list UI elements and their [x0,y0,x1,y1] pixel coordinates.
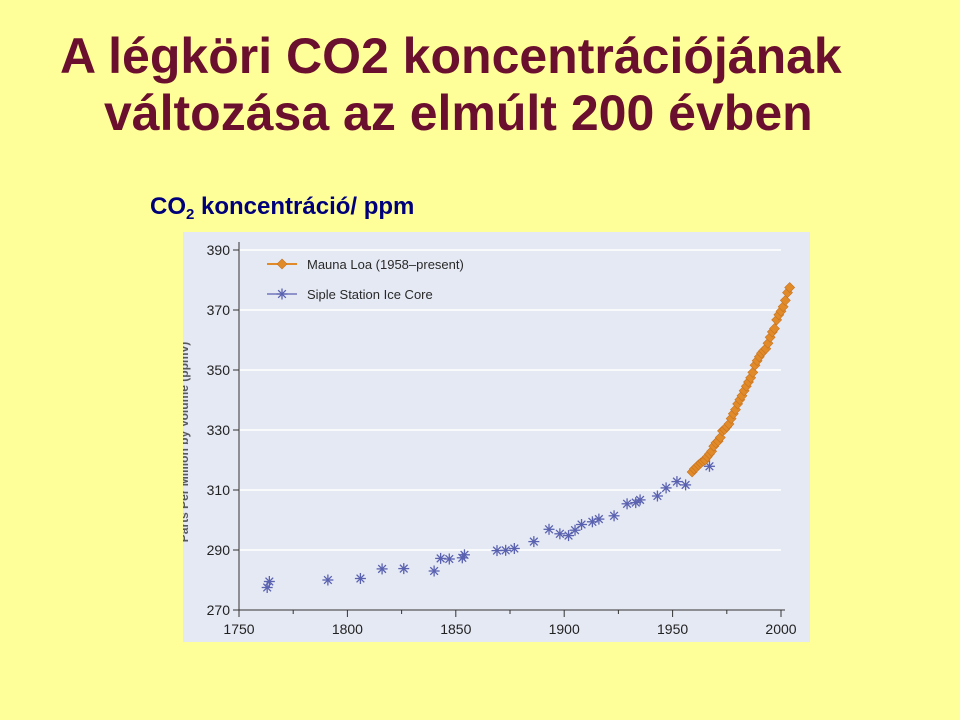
siple-point [651,490,663,502]
asterisk-stroke [577,520,586,529]
asterisk-stroke [661,483,671,493]
axis-caption-rest: koncentráció/ ppm [194,193,415,220]
x-tick-label: 1900 [549,621,580,637]
chart-ticks: 270 290 310 330 350 370 390 1750 1800 1850 1900 195… [207,242,797,637]
y-tick-label: 290 [207,542,231,558]
siple-point [660,482,672,494]
siple-point [554,528,566,540]
siple-point [435,552,447,564]
chart-axes [238,242,785,611]
asterisk-stroke [429,566,439,576]
x-tick-label: 1750 [223,621,254,637]
asterisk-stroke [399,564,409,573]
siple-point [376,563,388,575]
asterisk-stroke [555,529,565,539]
asterisk-stroke [377,564,387,574]
siple-point [500,544,512,556]
siple-point [528,536,540,548]
mauna-series [686,282,796,478]
siple-point [508,543,520,554]
y-axis-label: Parts Per Million by Volume (ppmv) [183,342,191,542]
siple-point [621,498,633,510]
asterisk-stroke [672,477,682,486]
siple-point [608,510,620,522]
siple-point [703,460,715,472]
asterisk-stroke [705,461,714,471]
axis-caption-subscript: 2 [186,206,195,223]
co2-chart: 270 290 310 330 350 370 390 1750 1800 1850 1900 195… [177,242,797,637]
asterisk-stroke [436,554,445,563]
title-line-2: változása az elmúlt 200 évben [104,85,813,141]
slide-title: A légköri CO2 koncentrációjának változás… [60,28,940,142]
title-line-1: A légköri CO2 koncentrációjának [60,28,842,84]
siple-point [563,530,575,542]
siple-point [593,513,605,525]
asterisk-stroke [356,574,365,583]
asterisk-stroke [510,544,519,553]
siple-point [263,576,275,587]
asterisk-stroke [622,499,632,509]
asterisk-stroke [635,495,645,505]
asterisk-stroke [609,511,619,521]
chart-grid [239,249,781,551]
axis-caption: CO2 koncentráció/ ppm [150,192,414,230]
chart-area: 270 290 310 330 350 370 390 1750 1800 1850 1900 195… [177,232,810,642]
siple-point [428,565,440,577]
siple-point [576,519,588,530]
legend-label-siple: Siple Station Ice Core [307,287,433,302]
asterisk-stroke [460,550,469,560]
legend-label-mauna-loa: Mauna Loa (1958–present) [307,257,464,272]
asterisk-stroke [544,524,554,534]
x-tick-label: 1800 [332,621,363,637]
asterisk-stroke [594,514,604,524]
asterisk-stroke [277,289,287,299]
siple-point [398,563,410,575]
y-tick-label: 390 [207,242,231,258]
legend-marker-siple [276,288,288,300]
asterisk-stroke [444,554,454,564]
asterisk-stroke [564,531,573,540]
asterisk-stroke [529,537,539,546]
y-tick-label: 370 [207,302,231,318]
asterisk-stroke [265,577,274,586]
legend-marker-mauna-loa [276,258,288,270]
siple-point [671,476,683,488]
siple-point [634,494,646,506]
y-tick-label: 310 [207,482,231,498]
y-tick-label: 330 [207,422,231,438]
asterisk-stroke [653,491,662,501]
y-tick-label: 350 [207,362,231,378]
y-tick-label: 270 [207,602,231,618]
x-tick-label: 2000 [765,621,796,637]
mauna-point [784,282,796,293]
siple-point [680,479,692,491]
siple-point [354,573,366,584]
asterisk-stroke [492,546,502,555]
siple-point [543,523,555,535]
siple-point [322,574,334,586]
asterisk-stroke [501,545,510,555]
axis-caption-co: CO [150,193,186,220]
asterisk-stroke [681,480,690,490]
x-tick-label: 1950 [657,621,688,637]
x-tick-label: 1850 [440,621,471,637]
asterisk-stroke [323,575,333,585]
siple-point [630,497,642,509]
mauna-point [769,323,780,335]
siple-point [458,549,470,561]
siple-point [443,553,455,565]
mauna-point [779,294,791,306]
siple-series [261,460,715,593]
chart-legend: Mauna Loa (1958–present) Siple Station I… [267,257,464,302]
